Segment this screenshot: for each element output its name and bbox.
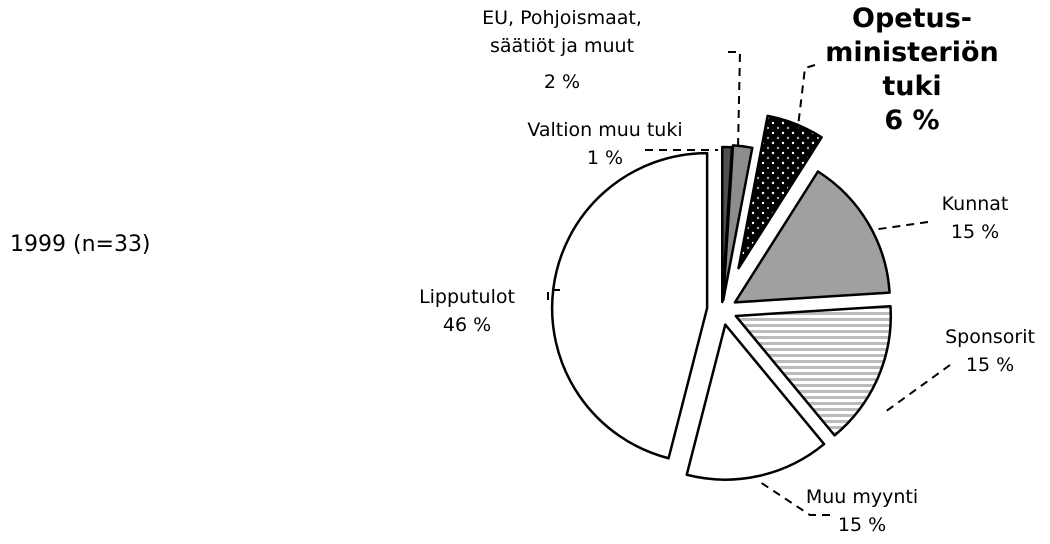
slice-value: 15 %: [837, 514, 887, 536]
chart-title: 1999 (n=33): [10, 232, 151, 257]
leader-line: [796, 64, 816, 136]
slice-value: 1 %: [586, 147, 624, 169]
pie-slice: [722, 144, 754, 302]
pie-slice: [737, 114, 823, 270]
slice-label: Kunnat: [941, 193, 1009, 215]
slice-value: 15 %: [965, 354, 1015, 376]
leader-line: [871, 221, 929, 231]
slice-label: Sponsorit: [945, 326, 1035, 348]
slice-label: EU, Pohjoismaat, säätiöt ja muut: [482, 7, 642, 57]
pie-slice: [685, 323, 826, 481]
slice-label: Opetus- ministeriön tuki: [825, 3, 999, 102]
leader-line: [547, 289, 560, 300]
pie-slice: [550, 151, 709, 460]
slice-label: Valtion muu tuki: [527, 119, 683, 141]
leader-line: [759, 481, 830, 516]
slice-label: Lipputulot: [419, 286, 515, 308]
slice-label: Muu myynti: [805, 486, 919, 508]
leader-line: [884, 364, 951, 413]
pie-slice: [733, 170, 891, 304]
slice-value: 2 %: [543, 71, 581, 93]
slice-value: 15 %: [950, 221, 1000, 243]
slice-value: 6 %: [884, 105, 940, 136]
leader-line: [728, 51, 742, 149]
slice-value: 46 %: [442, 314, 492, 336]
pie-slice: [734, 304, 893, 437]
